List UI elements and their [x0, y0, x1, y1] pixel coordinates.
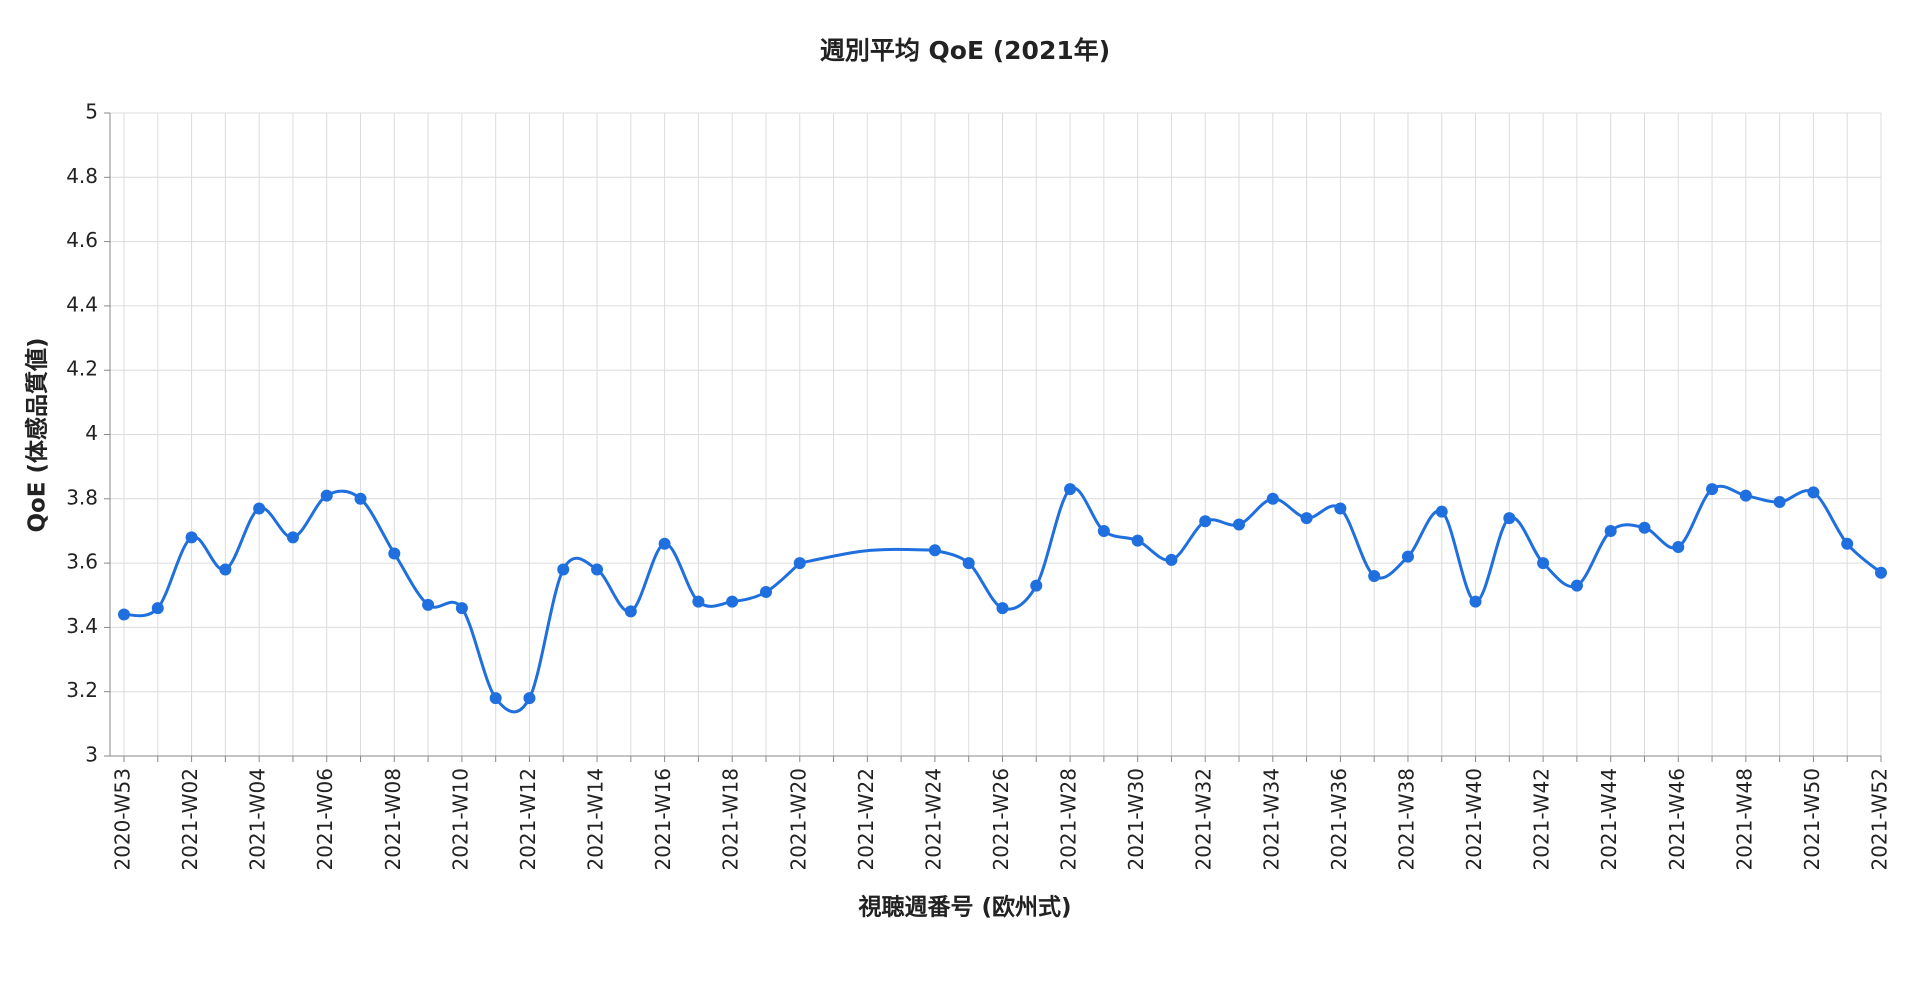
point	[253, 502, 266, 515]
point	[1030, 579, 1043, 592]
point	[151, 602, 164, 615]
x-tick-label: 2021-W10	[448, 768, 472, 871]
point	[1064, 483, 1077, 496]
point	[1604, 524, 1617, 537]
x-tick-label: 2021-W22	[854, 768, 878, 871]
point	[1097, 524, 1110, 537]
point	[1875, 566, 1887, 579]
point	[996, 602, 1009, 615]
point	[1773, 496, 1786, 509]
x-tick-label: 2021-W16	[651, 768, 675, 871]
point	[591, 563, 604, 576]
x-tick-label: 2021-W04	[246, 768, 270, 871]
point	[1469, 595, 1482, 608]
y-tick-label: 5	[85, 100, 98, 124]
x-tick-label: 2021-W28	[1057, 768, 1081, 871]
point	[692, 595, 705, 608]
point	[1435, 505, 1448, 518]
y-tick-label: 3	[85, 743, 98, 767]
x-tick-label: 2021-W36	[1327, 768, 1351, 871]
point	[219, 563, 232, 576]
x-tick-label: 2021-W46	[1665, 768, 1689, 871]
point	[1807, 486, 1820, 499]
y-axis-title: QoE (体感品質値)	[24, 337, 51, 532]
point	[118, 608, 130, 621]
y-tick-label: 4.4	[66, 292, 98, 316]
x-tick-label: 2021-W12	[516, 768, 540, 871]
x-tick-label: 2021-W40	[1462, 768, 1486, 871]
y-tick-label: 4.2	[66, 357, 98, 381]
x-tick-label: 2020-W53	[111, 768, 135, 871]
x-tick-label: 2021-W26	[989, 768, 1013, 871]
x-tick-label: 2021-W32	[1192, 768, 1216, 871]
point	[388, 547, 401, 560]
y-tick-label: 4	[85, 421, 98, 445]
point	[1638, 521, 1651, 534]
point	[624, 605, 637, 618]
point	[759, 586, 772, 599]
point	[1739, 489, 1752, 502]
x-tick-label: 2021-W06	[313, 768, 337, 871]
point	[793, 557, 806, 570]
point	[1266, 492, 1279, 505]
point	[1706, 483, 1719, 496]
point	[455, 602, 468, 615]
x-tick-label: 2021-W52	[1868, 768, 1892, 871]
point	[185, 531, 198, 544]
point	[1503, 512, 1516, 525]
point	[1672, 541, 1685, 554]
line	[123, 489, 801, 714]
y-tick-label: 3.8	[66, 485, 98, 509]
point	[726, 595, 739, 608]
point	[489, 692, 502, 705]
x-tick-label: 2021-W44	[1597, 768, 1621, 871]
point	[1841, 537, 1854, 550]
y-tick-label: 4.8	[66, 164, 98, 188]
point	[1334, 502, 1347, 515]
x-tick-label: 2021-W34	[1259, 768, 1283, 871]
x-tick-label: 2021-W48	[1732, 768, 1756, 871]
y-tick-label: 3.4	[66, 614, 98, 638]
point	[1537, 557, 1550, 570]
y-tick-label: 4.6	[66, 228, 98, 252]
x-tick-label: 2021-W14	[584, 768, 608, 871]
x-tick-label: 2021-W02	[178, 768, 202, 871]
x-tick-label: 2021-W18	[719, 768, 743, 871]
point	[523, 692, 536, 705]
x-tick-label: 2021-W42	[1530, 768, 1554, 871]
point	[320, 489, 333, 502]
point	[1401, 550, 1414, 563]
x-tick-label: 2021-W50	[1800, 768, 1824, 871]
point	[1165, 553, 1178, 566]
point	[422, 598, 435, 611]
point	[1300, 512, 1313, 525]
point	[658, 537, 671, 550]
chart-title: 週別平均 QoE (2021年)	[820, 36, 1110, 65]
x-tick-label: 2021-W24	[921, 768, 945, 871]
x-tick-label: 2021-W20	[786, 768, 810, 871]
y-tick-label: 3.2	[66, 678, 98, 702]
point	[1570, 579, 1583, 592]
point	[928, 544, 941, 557]
point	[1368, 569, 1381, 582]
y-tick-label: 3.6	[66, 550, 98, 574]
x-axis-title: 視聴週番号 (欧州式)	[857, 895, 1071, 921]
x-tick-label: 2021-W38	[1394, 768, 1418, 871]
x-tick-label: 2021-W30	[1124, 768, 1148, 871]
point	[286, 531, 299, 544]
point	[1131, 534, 1144, 547]
point	[1233, 518, 1246, 531]
point	[354, 492, 367, 505]
point	[962, 557, 975, 570]
point	[1199, 515, 1212, 528]
x-tick-label: 2021-W08	[381, 768, 405, 871]
point	[557, 563, 570, 576]
line-connector	[799, 547, 935, 565]
